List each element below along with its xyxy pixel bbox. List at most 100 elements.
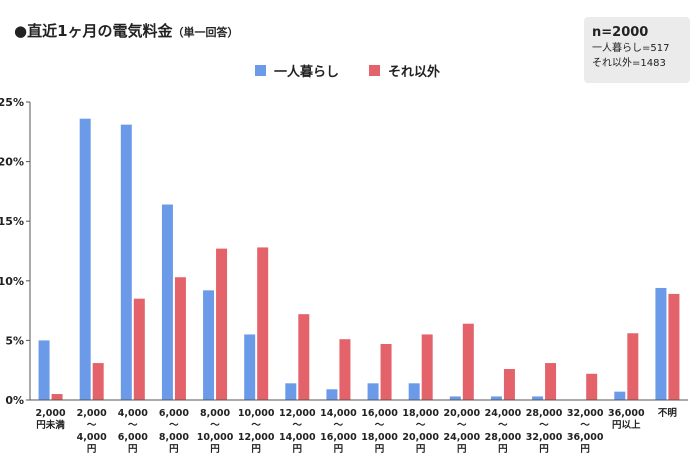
- bar-series1: [161, 204, 173, 400]
- bar-series2: [298, 314, 310, 400]
- x-tick-label: 〜: [498, 420, 508, 431]
- bar-series1: [655, 287, 667, 400]
- bar-series1: [408, 383, 420, 400]
- x-tick-label: 28,000: [526, 408, 563, 419]
- y-tick-label: 25%: [0, 96, 24, 109]
- bar-series2: [133, 298, 145, 400]
- x-tick-label: 6,000: [118, 432, 148, 443]
- bar-series2: [257, 247, 269, 400]
- bar-series1: [449, 396, 461, 400]
- x-tick-label: 円: [539, 444, 549, 455]
- sample-size-series2: それ以外=1483: [592, 58, 666, 69]
- bar-series2: [462, 323, 474, 400]
- x-tick-label: 8,000: [200, 408, 230, 419]
- x-tick-label: 8,000: [159, 432, 189, 443]
- bar-series2: [216, 248, 228, 400]
- bar-series1: [490, 396, 502, 400]
- x-tick-label: 〜: [457, 420, 467, 431]
- x-tick-label: 14,000: [279, 432, 316, 443]
- x-tick-label: 円: [580, 444, 590, 455]
- x-tick-label: 〜: [87, 420, 97, 431]
- x-tick-label: 〜: [580, 420, 590, 431]
- bar-series1: [285, 383, 297, 400]
- bar-series1: [532, 396, 544, 400]
- y-tick-label: 5%: [5, 334, 24, 347]
- legend-swatch-series2: [369, 65, 381, 76]
- bar-series2: [92, 363, 104, 400]
- x-tick-label: 10,000: [238, 408, 275, 419]
- x-tick-label: 円: [293, 444, 303, 455]
- bar-series1: [203, 290, 215, 400]
- chart-title-note: （単一回答）: [172, 26, 239, 39]
- bar-series1: [244, 334, 256, 400]
- x-tick-label: 円未満: [36, 419, 65, 431]
- bar-series1: [79, 118, 91, 401]
- x-tick-label: 32,000: [567, 408, 604, 419]
- y-tick-label: 0%: [5, 394, 24, 407]
- x-tick-label: 円: [251, 444, 261, 455]
- x-tick-label: 4,000: [118, 408, 148, 419]
- chart-title: ●直近1ヶ月の電気料金（単一回答）: [14, 20, 239, 41]
- legend-item-series2: それ以外: [369, 61, 440, 80]
- x-tick-label: 6,000: [159, 408, 189, 419]
- y-tick-label: 10%: [0, 275, 24, 288]
- bar-series2: [339, 339, 351, 400]
- x-tick-label: 24,000: [485, 408, 522, 419]
- x-tick-label: 〜: [375, 420, 385, 431]
- x-tick-label: 14,000: [320, 408, 357, 419]
- bar-series1: [120, 124, 132, 400]
- chart-title-main: ●直近1ヶ月の電気料金: [14, 22, 173, 40]
- sample-size-series1: 一人暮らし=517: [592, 43, 670, 54]
- x-tick-label: 円: [334, 444, 344, 455]
- bar-series2: [503, 369, 515, 400]
- x-tick-label: 2,000: [77, 408, 107, 419]
- x-tick-label: 24,000: [443, 432, 480, 443]
- x-tick-label: 20,000: [402, 432, 439, 443]
- x-tick-label: 12,000: [238, 432, 275, 443]
- y-tick-label: 20%: [0, 156, 24, 169]
- bar-series1: [326, 389, 338, 400]
- x-tick-label: 〜: [416, 420, 426, 431]
- bar-series2: [668, 293, 680, 400]
- legend: 一人暮らし それ以外: [255, 61, 440, 80]
- bar-series1: [38, 340, 50, 400]
- x-tick-label: 36,000: [608, 408, 645, 419]
- sample-size-total: n=2000: [592, 25, 649, 40]
- y-tick-label: 15%: [0, 215, 24, 228]
- x-tick-label: 18,000: [361, 432, 398, 443]
- bar-series2: [627, 333, 639, 400]
- x-tick-label: 円以上: [612, 419, 641, 431]
- bar-series2: [586, 373, 598, 400]
- x-tick-label: 2,000: [36, 408, 66, 419]
- bar-series2: [380, 343, 392, 400]
- bar-series1: [614, 391, 626, 400]
- x-tick-label: 18,000: [402, 408, 439, 419]
- bar-series2: [545, 363, 557, 400]
- x-tick-label: 円: [375, 444, 385, 455]
- sample-size-box: n=2000 一人暮らし=517 それ以外=1483: [584, 17, 690, 83]
- x-tick-label: 20,000: [443, 408, 480, 419]
- legend-label-series1: 一人暮らし: [274, 65, 340, 80]
- x-tick-label: 36,000: [567, 432, 604, 443]
- x-tick-label: 〜: [169, 420, 179, 431]
- legend-item-series1: 一人暮らし: [255, 61, 339, 80]
- x-tick-label: 12,000: [279, 408, 316, 419]
- x-tick-label: 〜: [210, 420, 220, 431]
- x-tick-label: 32,000: [526, 432, 563, 443]
- x-tick-label: 〜: [293, 420, 303, 431]
- x-tick-label: 円: [457, 444, 467, 455]
- bar-series1: [367, 383, 379, 400]
- bar-series2: [51, 394, 63, 400]
- x-tick-label: 円: [210, 444, 220, 455]
- legend-label-series2: それ以外: [388, 65, 441, 80]
- x-tick-label: 円: [128, 444, 138, 455]
- x-tick-label: 円: [416, 444, 426, 455]
- x-tick-label: 16,000: [361, 408, 398, 419]
- x-tick-label: 〜: [539, 420, 549, 431]
- x-tick-label: 〜: [251, 420, 261, 431]
- bar-series2: [421, 334, 433, 400]
- x-tick-label: 円: [87, 444, 97, 455]
- bar-series2: [174, 277, 186, 400]
- x-tick-label: 28,000: [485, 432, 522, 443]
